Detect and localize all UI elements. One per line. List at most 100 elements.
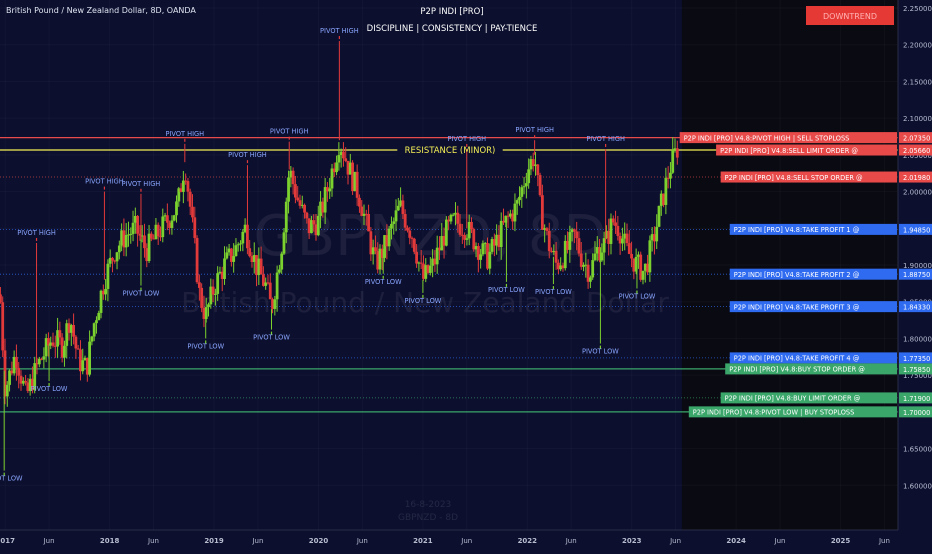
candle-body: [579, 253, 583, 267]
level-label-box: [729, 352, 897, 364]
candle-body: [522, 186, 526, 188]
candle-body: [664, 177, 668, 205]
candle-body: [433, 258, 437, 265]
candle-body: [335, 162, 338, 173]
candle-body: [140, 235, 144, 237]
candle-body: [490, 239, 494, 252]
candle-body: [202, 307, 206, 319]
candle-body: [97, 312, 101, 321]
time-tick-label: Jun: [774, 537, 786, 545]
candle-body: [321, 201, 325, 213]
candle-body: [191, 206, 194, 218]
candle-body: [486, 243, 489, 269]
candle-body: [643, 263, 647, 271]
price-axis-tag: [899, 363, 932, 375]
pivot-label: PIVOT HIGH: [85, 178, 124, 186]
candle-body: [476, 246, 480, 260]
pivot-label: PIVOT LOW: [31, 385, 68, 393]
candle-body: [296, 197, 300, 201]
level-label-text: P2P INDI [PRO] V4.8:PIVOT HIGH | SELL ST…: [684, 134, 850, 142]
candle-body: [26, 382, 30, 392]
candle-body: [650, 234, 654, 241]
candle-body: [387, 228, 391, 247]
price-axis-tag-text: 1.94850: [903, 226, 930, 234]
candle-body: [355, 171, 359, 198]
pivot-label: PIVOT LOW: [582, 348, 619, 356]
candle-body: [556, 262, 560, 270]
time-tick-label: 2022: [518, 537, 538, 545]
candles[interactable]: [0, 137, 679, 407]
pivot-label: PIVOT LOW: [123, 290, 160, 298]
price-tick-label: 2.15000: [903, 78, 932, 86]
price-axis-tag: [899, 223, 932, 235]
candle-body: [572, 229, 576, 232]
level-label-text: P2P INDI [PRO] V4.8:PIVOT LOW | BUY STOP…: [693, 409, 855, 417]
candle-body: [449, 214, 453, 222]
candle-body: [88, 341, 92, 375]
time-tick-label: Jun: [460, 537, 472, 545]
candle-body: [298, 200, 302, 206]
level-label-box: [688, 406, 897, 418]
status-badge: DOWNTREND: [806, 6, 894, 25]
indicator-name: P2P INDI [PRO]: [420, 7, 483, 17]
resistance-label: RESISTANCE (MINOR): [405, 146, 496, 156]
candle-body: [0, 294, 2, 303]
candle-body: [410, 237, 414, 239]
time-tick-label: 2024: [726, 537, 746, 545]
pivot-label: PIVOT LOW: [0, 475, 23, 483]
candle-body: [495, 234, 499, 246]
price-axis-tag-text: 1.75850: [903, 366, 930, 374]
candle-body: [474, 246, 478, 250]
candle-body: [307, 218, 311, 234]
candle-body: [184, 180, 188, 182]
candle-body: [627, 243, 631, 254]
candle-body: [90, 336, 94, 342]
candle-body: [607, 230, 611, 244]
candle-body: [419, 262, 423, 264]
candle-body: [456, 212, 460, 224]
candle-body: [611, 218, 615, 223]
level-labels: P2P INDI [PRO] V4.8:PIVOT HIGH | SELL ST…: [679, 132, 897, 418]
level-label-box: [679, 132, 897, 144]
candle-body: [328, 188, 332, 192]
candle-body: [589, 277, 592, 282]
time-axis[interactable]: [0, 530, 898, 550]
candle-body: [625, 233, 629, 244]
level-label-box: [729, 223, 897, 235]
level-label-box: [729, 301, 897, 313]
candle-body: [15, 356, 18, 368]
candle-body: [483, 243, 487, 245]
candle-body: [518, 196, 521, 201]
candle-body: [300, 204, 304, 206]
pivot-label: PIVOT LOW: [488, 286, 525, 294]
candle-body: [458, 223, 462, 235]
candle-body: [337, 155, 341, 163]
candle-body: [44, 338, 48, 357]
candle-body: [502, 220, 505, 223]
candle-body: [559, 265, 563, 270]
candle-body: [8, 370, 11, 385]
candle-body: [56, 330, 59, 347]
watermark-footer: GBPNZD - 8D: [398, 513, 458, 523]
candle-body: [417, 262, 421, 264]
time-tick-label: 2020: [309, 537, 329, 545]
candle-body: [584, 264, 588, 266]
time-tick-label: Jun: [147, 537, 159, 545]
candle-body: [662, 193, 665, 205]
candle-body: [58, 330, 62, 338]
candle-body: [534, 164, 537, 167]
time-tick-label: 2021: [413, 537, 433, 545]
candle-body: [396, 205, 400, 211]
level-label-box: [720, 171, 897, 183]
candle-body: [147, 233, 151, 262]
candle-body: [554, 250, 558, 263]
pivot-label: PIVOT HIGH: [586, 135, 625, 143]
candle-body: [95, 320, 98, 324]
level-label-text: P2P INDI [PRO] V4.8:BUY STOP ORDER @: [729, 366, 865, 374]
candle-body: [669, 172, 672, 179]
candle-body: [616, 225, 620, 236]
candle-body: [376, 251, 380, 270]
